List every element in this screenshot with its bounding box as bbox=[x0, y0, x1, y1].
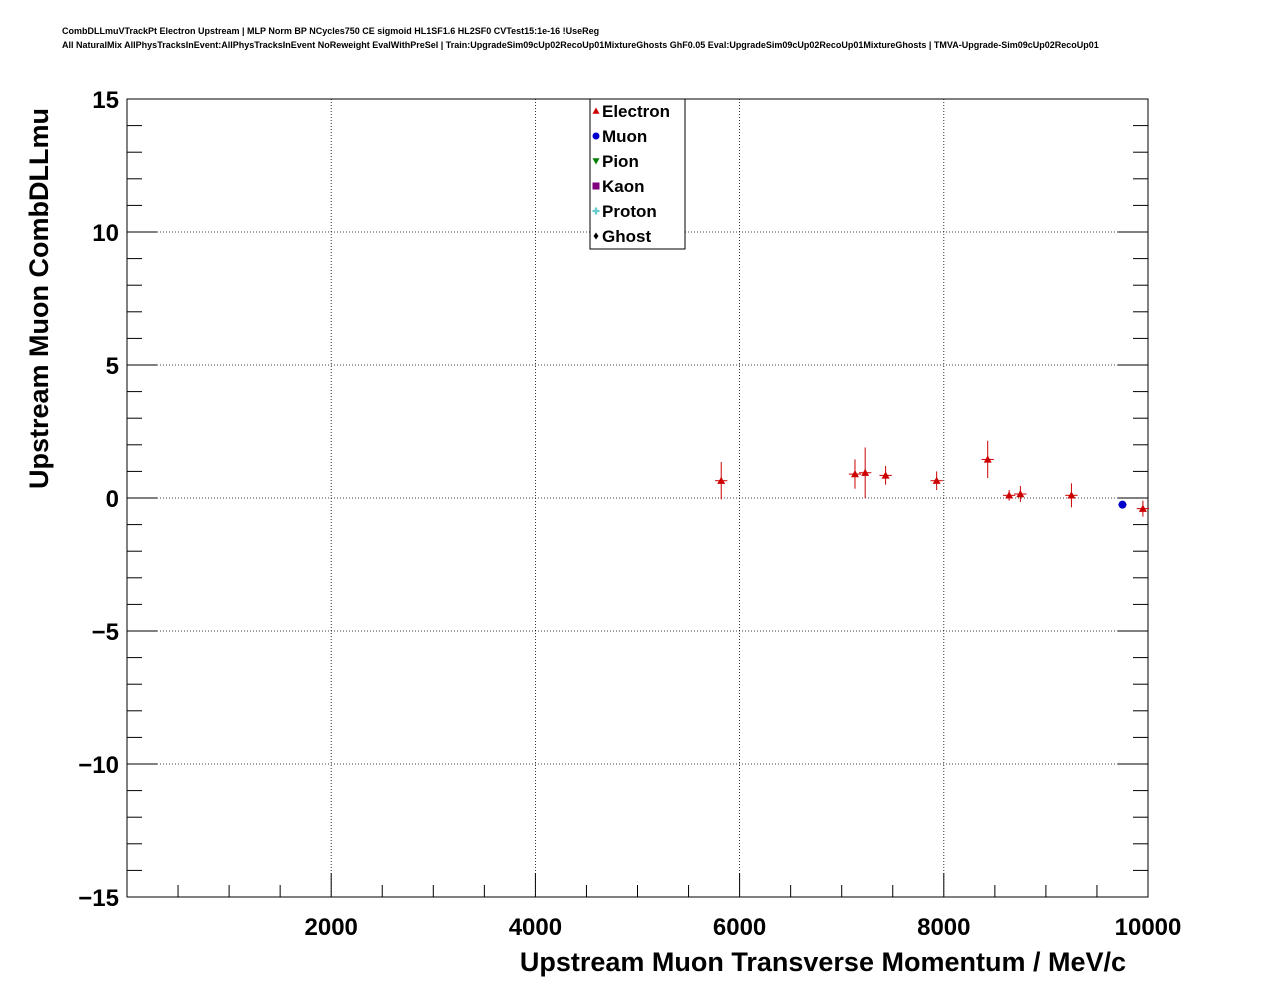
legend: Electron Muon Pion Kaon Proton Ghost bbox=[589, 98, 686, 250]
x-tick-labels: 2000 4000 6000 8000 10000 bbox=[305, 914, 1182, 941]
data-point-electron bbox=[981, 440, 994, 479]
marker-triangle-up bbox=[850, 470, 859, 478]
chart-title-line-1: CombDLLmuVTrackPt Electron Upstream | ML… bbox=[62, 26, 600, 36]
legend-label-muon: Muon bbox=[602, 127, 647, 146]
data-point-electron bbox=[715, 462, 728, 500]
y-tick-label: 5 bbox=[106, 353, 119, 380]
x-tick-label: 10000 bbox=[1115, 914, 1182, 941]
y-axis-title: Upstream Muon CombDLLmu bbox=[24, 108, 54, 489]
marker-triangle-up bbox=[932, 476, 941, 484]
data-points bbox=[715, 440, 1150, 517]
marker-triangle-up bbox=[983, 455, 992, 463]
legend-marker-kaon bbox=[592, 182, 600, 190]
x-tick-label: 8000 bbox=[917, 914, 970, 941]
y-tick-label: 10 bbox=[92, 220, 119, 247]
y-tick-labels: −15 −10 −5 0 5 10 15 bbox=[78, 87, 119, 912]
data-point-electron bbox=[1003, 490, 1016, 501]
y-tick-label: −10 bbox=[78, 752, 119, 779]
data-point-electron bbox=[1014, 486, 1027, 502]
legend-marker-muon bbox=[592, 132, 600, 140]
data-point-electron bbox=[848, 459, 862, 489]
marker-triangle-up bbox=[1067, 491, 1076, 499]
y-tick-label: −15 bbox=[78, 885, 119, 912]
legend-marker-pion bbox=[592, 158, 600, 165]
marker-triangle-up bbox=[881, 471, 890, 479]
legend-label-kaon: Kaon bbox=[602, 177, 645, 196]
data-point-electron bbox=[879, 466, 892, 485]
data-point-electron bbox=[1136, 500, 1150, 517]
marker-triangle-up bbox=[717, 476, 726, 484]
legend-label-pion: Pion bbox=[602, 152, 639, 171]
marker-triangle-up bbox=[1016, 490, 1025, 498]
data-point-electron bbox=[930, 471, 943, 491]
y-tick-label: 0 bbox=[106, 486, 119, 513]
legend-label-electron: Electron bbox=[602, 102, 670, 121]
marker-triangle-up bbox=[1138, 504, 1147, 512]
x-tick-label: 2000 bbox=[305, 914, 358, 941]
marker-triangle-up bbox=[1005, 491, 1014, 499]
x-axis-title: Upstream Muon Transverse Momentum / MeV/… bbox=[520, 947, 1126, 977]
data-point-electron bbox=[1065, 483, 1078, 508]
legend-label-proton: Proton bbox=[602, 202, 657, 221]
marker-circle bbox=[1118, 500, 1127, 509]
x-tick-label: 6000 bbox=[713, 914, 766, 941]
data-point-electron bbox=[859, 447, 872, 498]
legend-box bbox=[589, 98, 686, 250]
y-tick-label: 15 bbox=[92, 87, 119, 114]
legend-marker-proton bbox=[592, 207, 600, 215]
legend-marker-electron bbox=[592, 107, 600, 114]
x-tick-label: 4000 bbox=[509, 914, 562, 941]
y-tick-label: −5 bbox=[92, 619, 119, 646]
marker-triangle-up bbox=[861, 468, 870, 476]
legend-label-ghost: Ghost bbox=[602, 227, 651, 246]
legend-marker-ghost bbox=[593, 232, 599, 240]
chart-title-line-2: All NaturalMix AllPhysTracksInEvent:AllP… bbox=[62, 40, 1099, 50]
data-point-muon bbox=[1118, 500, 1127, 509]
